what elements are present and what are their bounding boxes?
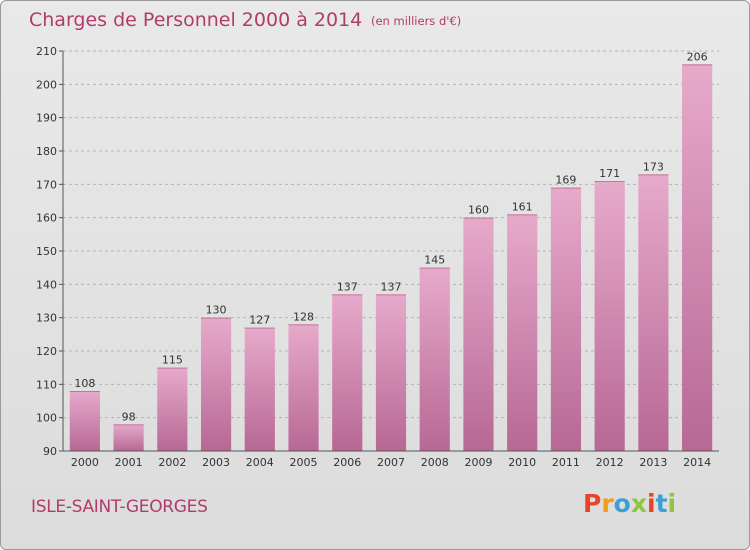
brand-letter: i [647,489,656,518]
x-tick-label: 2009 [464,456,492,469]
brand-letter: x [630,489,647,518]
x-tick-label: 2000 [71,456,99,469]
y-tick-label: 200 [36,78,57,91]
data-label: 115 [162,354,183,367]
data-label: 130 [206,304,227,317]
brand-letter: o [613,489,631,518]
data-label: 145 [424,254,445,267]
bar [244,327,275,451]
y-tick-label: 170 [36,178,57,191]
axes: 90 100 110 120 130 140 150 160 170 180 190 200 210 20… [36,45,719,469]
brand-letter: i [667,489,677,518]
y-tick-label: 210 [36,45,57,58]
data-label: 173 [643,160,664,173]
data-label: 108 [74,377,95,390]
bar [288,324,319,451]
data-label: 160 [468,204,489,217]
bar [419,267,450,451]
bar [682,64,713,452]
x-tick-label: 2002 [158,456,186,469]
y-tick-label: 100 [36,412,57,425]
y-tick-label: 180 [36,145,57,158]
bar [594,181,625,451]
y-tick-label: 90 [43,445,57,458]
bar [157,367,188,451]
brand-letter: r [601,489,614,518]
x-tick-label: 2005 [290,456,318,469]
y-tick-label: 190 [36,112,57,125]
x-tick-label: 2014 [683,456,711,469]
x-tick-label: 2013 [639,456,667,469]
bar [200,317,232,451]
x-tick-label: 2011 [552,456,580,469]
y-tick-label: 160 [36,212,57,225]
x-tick-label: 2006 [333,456,361,469]
y-tick-label: 150 [36,245,57,258]
bar [507,214,538,451]
chart-title: Charges de Personnel 2000 à 2014 [29,9,363,31]
y-tick-label: 140 [36,278,57,291]
x-tick-label: 2001 [115,456,143,469]
data-label: 137 [337,280,358,293]
bar [69,391,100,451]
y-tick-label: 130 [36,312,57,325]
x-tick-label: 2007 [377,456,405,469]
bar [332,294,363,451]
y-tick-label: 110 [36,378,57,391]
data-label: 127 [249,314,270,327]
x-tick-label: 2004 [246,456,274,469]
bar [638,174,669,452]
bar [113,424,144,451]
data-label: 171 [599,167,620,180]
data-label: 137 [381,280,402,293]
brand-letter: t [655,489,668,518]
y-tick-label: 120 [36,345,57,358]
commune-name: ISLE-SAINT-GEORGES [31,497,208,517]
x-tick-label: 2003 [202,456,230,469]
bars: 108 98 115 130 127 128 137 137 145 160 161 169 171 17… [69,50,713,452]
chart-subtitle: (en milliers d'€) [371,14,462,28]
data-label: 169 [555,174,576,187]
bar [550,187,582,451]
data-label: 161 [512,200,533,213]
data-label: 98 [122,410,136,423]
proxiti-logo: Proxiti [583,489,676,518]
bar [463,217,494,451]
data-label: 206 [687,50,708,63]
x-tick-label: 2012 [596,456,624,469]
brand-letter: P [583,489,602,518]
data-label: 128 [293,310,314,323]
x-tick-label: 2010 [508,456,536,469]
bar [375,294,407,451]
x-tick-label: 2008 [421,456,449,469]
